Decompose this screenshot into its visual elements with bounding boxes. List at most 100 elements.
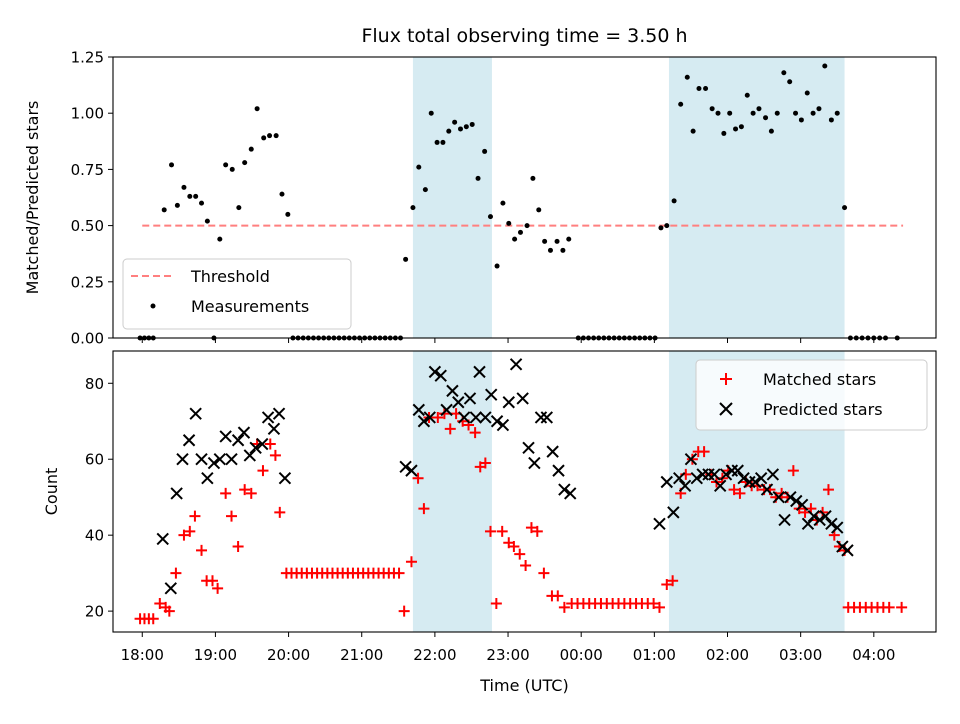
predicted-star-point-6 (195, 453, 208, 466)
matched-star-point-16 (226, 510, 238, 522)
measurement-point-107 (756, 106, 762, 112)
matched-star-point-73 (552, 590, 564, 602)
predicted-star-point-60 (713, 479, 727, 493)
ratio-x-ticks (141, 338, 875, 343)
count-y-axis: 20 40 60 80 (85, 375, 113, 621)
measurement-point-58 (469, 121, 475, 127)
measurement-point-70 (542, 238, 548, 244)
measurement-point-113 (793, 110, 799, 116)
matched-star-point-70 (531, 525, 543, 537)
ratio-y-axis: 0.00 0.25 0.50 0.75 1.00 1.25 (71, 49, 113, 348)
predicted-star-point-18 (267, 422, 281, 436)
count-panel-frame (112, 350, 937, 633)
observing-intervals-top (412, 57, 845, 338)
predicted-star-point-15 (249, 441, 262, 455)
measurement-point-49 (416, 164, 422, 170)
predicted-star-point-46 (546, 445, 559, 458)
predicted-star-point-49 (564, 487, 577, 500)
matched-star-point-47 (393, 567, 405, 579)
ratio-y-tick-label-3: 0.75 (71, 161, 104, 179)
measurement-point-24 (285, 211, 291, 217)
legend-matched-label: Matched stars (763, 370, 876, 389)
count-y-tick-label-0: 20 (85, 603, 104, 621)
predicted-star-point-11 (225, 453, 238, 466)
predicted-star-point-50 (653, 517, 666, 530)
measurement-point-109 (768, 128, 774, 134)
predicted-star-point-17 (261, 411, 275, 424)
predicted-star-point-40 (509, 358, 523, 371)
measurement-point-22 (273, 133, 279, 139)
measurement-point-100 (715, 110, 721, 116)
measurement-point-57 (463, 124, 469, 130)
matched-star-point-48 (398, 605, 410, 617)
matched-star-point-15 (220, 487, 232, 499)
time-x-tick-label-5: 23:00 (486, 646, 529, 664)
measurement-point-69 (536, 207, 542, 213)
legend-predicted-swatch (719, 402, 733, 416)
matched-star-point-23 (269, 449, 281, 461)
ratio-legend: Threshold Measurements (122, 258, 352, 330)
measurement-point-115 (804, 90, 810, 96)
predicted-star-point-67 (754, 472, 768, 485)
predicted-star-point-16 (256, 437, 269, 451)
measurement-point-97 (696, 85, 702, 91)
matched-star-point-21 (257, 465, 269, 477)
matched-star-point-50 (412, 472, 424, 484)
measurement-point-95 (684, 74, 690, 80)
matched-star-point-112 (787, 465, 799, 477)
matched-star-point-3 (147, 613, 159, 625)
chart-title: Flux total observing time = 3.50 h (361, 25, 687, 47)
predicted-star-point-39 (502, 396, 515, 409)
matched-star-point-9 (184, 525, 196, 537)
measurement-point-114 (798, 117, 804, 123)
predicted-star-point-77 (813, 513, 826, 527)
matched-star-point-64 (496, 525, 508, 537)
predicted-star-point-55 (684, 453, 698, 466)
measurement-point-14 (223, 162, 229, 168)
predicted-star-point-24 (417, 415, 431, 428)
time-x-axis: 18:00 19:00 20:00 21:00 22:00 23:00 00:00 01:00… (121, 632, 895, 664)
time-x-tick-label-7: 01:00 (633, 646, 676, 664)
predicted-stars-points (156, 358, 854, 595)
measurement-point-62 (494, 263, 500, 269)
count-legend-box (695, 359, 928, 431)
predicted-star-point-20 (278, 472, 292, 485)
measurement-point-64 (506, 220, 512, 226)
predicted-star-point-44 (534, 411, 548, 424)
measurement-point-60 (482, 148, 488, 154)
predicted-star-point-22 (405, 464, 418, 477)
matched-star-point-19 (245, 487, 257, 499)
count-panel: 20 40 60 80 18:00 19:00 20:00 21:00 22:00 23:00 0… (42, 350, 937, 695)
predicted-star-point-2 (170, 487, 183, 500)
predicted-star-point-13 (237, 426, 251, 439)
predicted-star-point-53 (673, 472, 686, 485)
matched-star-point-92 (667, 575, 679, 587)
matched-star-point-59 (469, 427, 481, 439)
time-x-tick-label-4: 22:00 (413, 646, 456, 664)
matched-star-point-24 (274, 506, 286, 518)
ratio-legend-box (122, 258, 352, 330)
measurement-point-13 (217, 236, 223, 242)
predicted-star-point-65 (743, 475, 756, 489)
matched-star-point-90 (653, 601, 665, 613)
predicted-star-point-71 (778, 513, 791, 527)
predicted-star-point-64 (737, 472, 750, 485)
time-x-tick-label-8: 02:00 (706, 646, 749, 664)
time-x-tick-label-0: 18:00 (121, 646, 164, 664)
matched-star-point-62 (484, 525, 496, 537)
predicted-star-point-47 (552, 464, 565, 477)
predicted-star-point-25 (423, 411, 436, 424)
measurement-point-116 (810, 110, 816, 116)
predicted-star-point-74 (795, 498, 809, 511)
count-y-tick-label-3: 80 (85, 375, 104, 393)
predicted-star-point-72 (784, 490, 797, 504)
matched-star-point-14 (212, 582, 224, 594)
matched-star-point-17 (232, 541, 244, 553)
predicted-star-point-29 (446, 384, 459, 398)
time-x-tick-label-10: 04:00 (852, 646, 895, 664)
measurement-point-93 (671, 198, 677, 204)
measurement-point-101 (721, 130, 727, 136)
measurement-point-9 (193, 193, 199, 199)
predicted-star-point-48 (558, 483, 571, 496)
measurement-point-54 (446, 128, 452, 134)
